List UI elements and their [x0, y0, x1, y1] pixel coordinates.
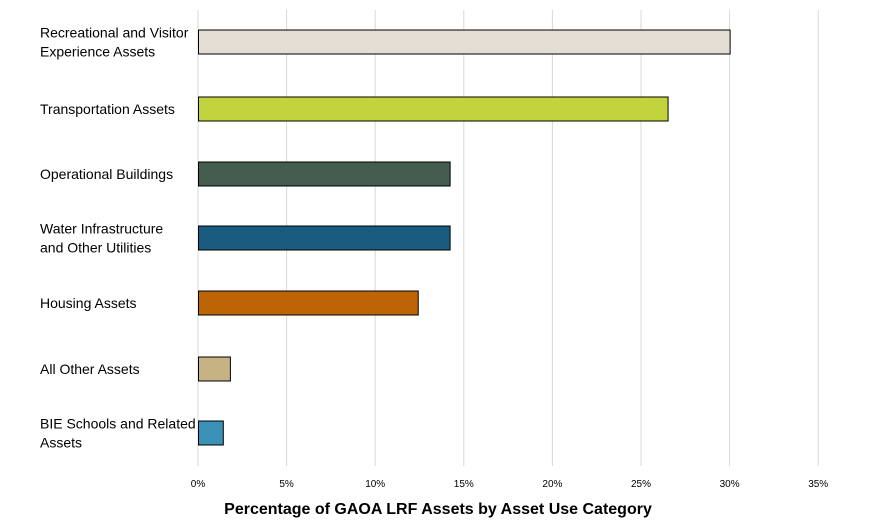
x-tick-label: 15%: [454, 479, 474, 490]
bars: [198, 29, 731, 446]
category-label: Housing Assets: [40, 295, 137, 311]
x-axis-title: Percentage of GAOA LRF Assets by Asset U…: [224, 501, 652, 518]
category-label: and Other Utilities: [40, 240, 151, 256]
bar: [198, 290, 419, 316]
x-tick-label: 35%: [808, 479, 828, 490]
category-label: Transportation Assets: [40, 101, 175, 117]
bar: [198, 29, 731, 55]
category-label: Operational Buildings: [40, 166, 173, 182]
category-label: Assets: [40, 435, 82, 451]
category-label: BIE Schools and Related: [40, 416, 196, 432]
x-tick-label: 0%: [191, 479, 206, 490]
x-tick-labels: 0% 5% 10% 15% 20% 25% 30% 35%: [191, 479, 829, 490]
x-tick-label: 5%: [279, 479, 294, 490]
bar: [198, 420, 224, 446]
bar: [198, 96, 669, 122]
category-label: All Other Assets: [40, 361, 140, 377]
bar: [198, 225, 451, 251]
x-tick-label: 25%: [631, 479, 651, 490]
x-tick-label: 30%: [720, 479, 740, 490]
category-label: Experience Assets: [40, 44, 155, 60]
x-tick-label: 10%: [365, 479, 385, 490]
category-labels: Recreational and Visitor Experience Asset…: [40, 25, 196, 451]
bar: [198, 356, 231, 382]
category-label: Water Infrastructure: [40, 221, 163, 237]
bar: [198, 161, 451, 187]
category-label: Recreational and Visitor: [40, 25, 189, 41]
x-tick-label: 20%: [542, 479, 562, 490]
